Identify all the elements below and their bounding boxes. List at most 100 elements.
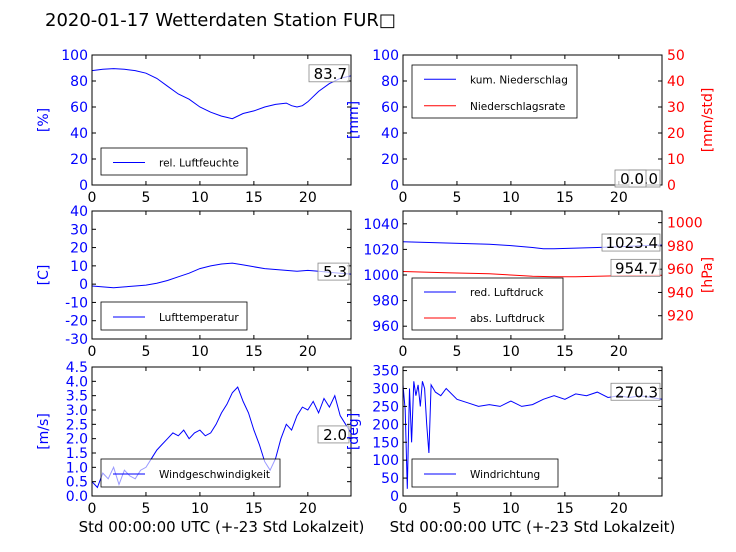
x-axis-label: Std 00:00:00 UTC (+-23 Std Lokalzeit) (79, 518, 365, 536)
current-value-label-2-box (614, 169, 647, 188)
y2-tick-label: 30 (667, 100, 685, 116)
x-tick-label: 0 (88, 190, 97, 206)
x-tick-label: 20 (299, 190, 317, 206)
current-value-label: 83.7 (314, 65, 347, 83)
legend-box (411, 458, 559, 488)
y2-tick-label: 40 (667, 74, 685, 90)
y-axis-label: [%] (36, 108, 52, 132)
y-tick-label: 1040 (363, 217, 399, 233)
current-value-label-box (610, 382, 661, 401)
axes-frame (91, 366, 352, 497)
series-line-humidity-0 (91, 68, 352, 120)
current-value-label: 2.0 (323, 426, 347, 444)
legend: red. Luftdruck abs. Luftdruck (411, 277, 564, 331)
x-tick-label: 5 (452, 344, 461, 360)
x-tick-label: 5 (141, 501, 150, 517)
current-value-label: 5.3 (323, 263, 347, 281)
x-tick-label: 10 (191, 344, 209, 360)
y-tick-label: 960 (372, 319, 399, 335)
current-value-label: 1023.4 (606, 234, 659, 252)
y-axis-label: [mm] (346, 101, 362, 139)
y-tick-label: 50 (381, 471, 399, 487)
y-tick-label: 1000 (363, 268, 399, 284)
y-tick-label: 350 (372, 364, 399, 380)
panel-pressure: 0 5 10 15 20 960 980 1000 1020 1040 920 940 960 980 10… (363, 210, 716, 360)
x-tick-label: 20 (610, 190, 628, 206)
panel-windspeed: 0 5 10 15 200.00.51.01.52.02.53.03.54.04.5[m… (36, 360, 364, 536)
x-tick-label: 0 (399, 344, 408, 360)
current-value-label-box (601, 233, 661, 252)
y-tick-label: 2.0 (66, 432, 88, 448)
legend: Windrichtung (411, 458, 559, 488)
y-tick-label: 4.0 (66, 374, 88, 390)
y-tick-label: -10 (65, 295, 88, 311)
x-tick-label: 20 (299, 344, 317, 360)
y2-tick-label: 10 (667, 152, 685, 168)
legend: kum. Niederschlag Niederschlagsrate (411, 64, 578, 119)
y2-tick-label: 940 (667, 285, 694, 301)
y-tick-label: 2.5 (66, 417, 88, 433)
axes-frame (91, 210, 352, 340)
x-tick-label: 10 (191, 190, 209, 206)
legend-label: kum. Niederschlag (470, 74, 568, 86)
y-tick-label: -30 (65, 332, 88, 348)
y-tick-label: 3.0 (66, 403, 88, 419)
y-tick-label: 980 (372, 294, 399, 310)
x-tick-label: 15 (556, 344, 574, 360)
y-tick-label: 0 (79, 277, 88, 293)
x-tick-label: 0 (399, 501, 408, 517)
series-line-temperature-0 (91, 262, 352, 289)
y-tick-label: 20 (381, 152, 399, 168)
y-tick-label: 0 (390, 178, 399, 194)
y-tick-label: 3.5 (66, 389, 88, 405)
series-line-winddirection-0 (402, 381, 663, 489)
y-tick-label: 60 (381, 100, 399, 116)
y2-tick-label: 0 (667, 178, 676, 194)
y-tick-label: 40 (70, 204, 88, 220)
x-axis-label: Std 00:00:00 UTC (+-23 Std Lokalzeit) (390, 518, 676, 536)
y2-axis-label: [hPa] (700, 257, 716, 293)
current-value-label: 270.3 (615, 383, 658, 401)
legend-box (411, 277, 564, 331)
y-tick-label: 100 (372, 453, 399, 469)
axes-frame (402, 366, 663, 497)
y-tick-label: 200 (372, 417, 399, 433)
y-tick-label: 20 (70, 152, 88, 168)
y-tick-label: 150 (372, 435, 399, 451)
y-tick-label: 100 (61, 48, 88, 64)
y-tick-label: 100 (372, 48, 399, 64)
y2-tick-label: 920 (667, 309, 694, 325)
current-value-label-box (308, 64, 350, 83)
x-tick-label: 0 (88, 501, 97, 517)
x-tick-label: 5 (141, 190, 150, 206)
legend-label: Windgeschwindigkeit (159, 469, 270, 481)
x-tick-label: 15 (556, 501, 574, 517)
y-tick-label: 1.5 (66, 446, 88, 462)
y2-tick-label: 50 (667, 48, 685, 64)
x-tick-label: 10 (502, 190, 520, 206)
y-tick-label: 300 (372, 382, 399, 398)
current-value-label-box (317, 262, 350, 281)
y-tick-label: -20 (65, 314, 88, 330)
y2-tick-label: 960 (667, 262, 694, 278)
panel-temperature: 0 5 10 15 20 -30 -20 -10 0 10 20 30 40 [C] 5.3 Lufttemp… (36, 204, 352, 360)
figure-title: 2020-01-17 Wetterdaten Station FUR□ (45, 10, 396, 31)
y-tick-label: 0.5 (66, 475, 88, 491)
y-axis-label: [C] (36, 265, 52, 286)
legend-label: abs. Luftdruck (470, 313, 546, 325)
y-tick-label: 30 (70, 222, 88, 238)
x-tick-label: 5 (452, 501, 461, 517)
current-value-label-2: 954.7 (615, 259, 658, 277)
y-tick-label: 80 (70, 74, 88, 90)
legend-box (100, 301, 248, 331)
x-tick-label: 20 (610, 501, 628, 517)
x-tick-label: 10 (191, 501, 209, 517)
legend-box (100, 147, 248, 176)
legend-box (411, 64, 578, 119)
y-tick-label: 40 (381, 126, 399, 142)
x-tick-label: 20 (299, 501, 317, 517)
legend-label: red. Luftdruck (470, 287, 544, 299)
y-tick-label: 0 (79, 178, 88, 194)
